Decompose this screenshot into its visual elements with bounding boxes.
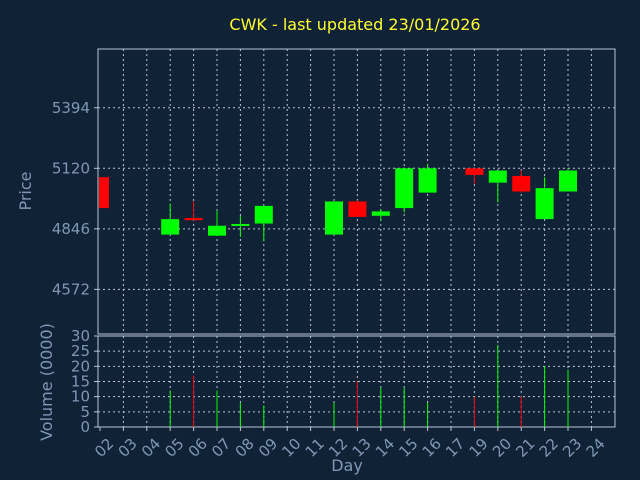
volume-tick-label: 30 <box>71 327 90 345</box>
x-tick-label: 06 <box>185 435 211 461</box>
volume-tick-label: 20 <box>71 357 90 375</box>
candle-body <box>208 225 226 236</box>
candle-body <box>465 168 484 175</box>
price-tick-label: 5394 <box>52 99 90 117</box>
price-axis-label: Price <box>16 171 35 210</box>
candle-body <box>371 211 390 216</box>
volume-bars <box>169 345 569 427</box>
price-tick-label: 5120 <box>52 159 90 177</box>
x-tick-label: 02 <box>91 435 117 461</box>
x-tick-label: 17 <box>442 435 468 461</box>
x-tick-label: 07 <box>208 435 234 461</box>
x-tick-label: 21 <box>512 435 538 461</box>
x-tick-label: 03 <box>115 435 141 461</box>
x-tick-label: 09 <box>255 435 281 461</box>
candle-body <box>161 219 180 235</box>
volume-plot-frame <box>97 335 616 428</box>
candle-body <box>559 170 577 192</box>
chart-title: CWK - last updated 23/01/2026 <box>229 15 480 34</box>
x-axis-label: Day <box>331 456 363 475</box>
volume-tick-label: 15 <box>71 373 90 391</box>
x-tick-label: 05 <box>161 435 187 461</box>
x-tick-label: 11 <box>302 435 328 461</box>
x-tick-label: 24 <box>583 435 609 461</box>
price-plot-frame <box>97 48 616 335</box>
candle-body <box>535 188 554 220</box>
x-tick-label: 08 <box>232 435 258 461</box>
x-tick-label: 23 <box>559 435 585 461</box>
candle-body <box>99 177 109 209</box>
x-tick-label: 19 <box>466 435 492 461</box>
x-tick-label: 10 <box>278 435 304 461</box>
candle-body <box>395 168 414 209</box>
candle-body <box>254 205 273 224</box>
volume-axis-label: Volume (0000) <box>37 323 56 441</box>
price-axis: 4572 4846 5120 5394 <box>52 99 98 298</box>
volume-grid <box>98 336 615 427</box>
candle-body <box>325 201 343 235</box>
candles <box>99 163 577 242</box>
candle-body <box>512 176 531 192</box>
candle-body <box>418 168 437 193</box>
x-tick-label: 22 <box>536 435 562 461</box>
volume-tick-label: 5 <box>80 403 90 421</box>
x-tick-label: 14 <box>372 435 398 461</box>
volume-tick-label: 0 <box>80 418 90 436</box>
x-tick-label: 15 <box>395 435 421 461</box>
candle-body <box>231 223 250 226</box>
volume-tick-label: 10 <box>71 388 90 406</box>
x-tick-label: 20 <box>489 435 515 461</box>
candle-body <box>348 201 367 217</box>
price-tick-label: 4572 <box>52 280 90 298</box>
price-tick-label: 4846 <box>52 220 90 238</box>
volume-tick-label: 25 <box>71 342 90 360</box>
candle-body <box>488 170 507 183</box>
x-tick-label: 04 <box>138 435 164 461</box>
x-tick-label: 16 <box>419 435 445 461</box>
candle-body <box>184 218 203 221</box>
price-grid <box>98 49 615 334</box>
